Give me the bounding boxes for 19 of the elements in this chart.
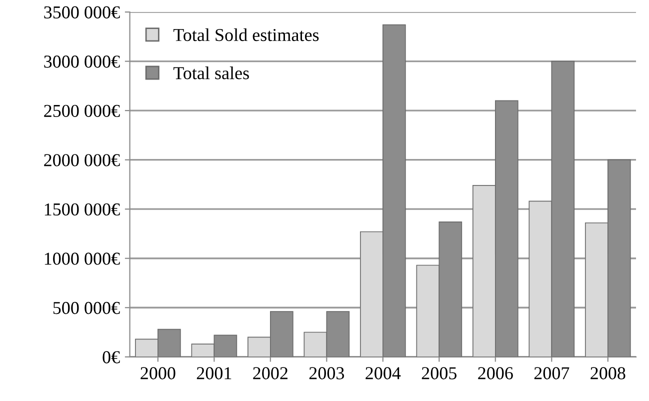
x-tick-label: 2001 <box>196 367 232 380</box>
y-tick-label: 2000 000€ <box>44 154 120 166</box>
y-tick-label: 3500 000€ <box>44 6 120 18</box>
legend-label: Total Sold estimates <box>173 28 319 42</box>
x-tick-label: 2000 <box>140 367 176 380</box>
y-tick-label: 1500 000€ <box>44 203 120 216</box>
x-tick-label: 2005 <box>422 367 457 380</box>
y-tick-label: 1000 000€ <box>44 252 120 265</box>
x-tick-label: 2002 <box>253 367 288 380</box>
y-tick-label: 500 000€ <box>53 302 120 314</box>
x-tick-label: 2004 <box>366 367 401 380</box>
y-tick-label: 2500 000€ <box>44 104 120 118</box>
x-tick-label: 2007 <box>534 367 570 380</box>
legend-label: Total sales <box>173 66 249 80</box>
y-tick-label: 0€ <box>102 351 120 364</box>
x-tick-label: 2006 <box>478 367 513 380</box>
x-tick-label: 2003 <box>309 367 344 380</box>
y-tick-label: 3000 000€ <box>44 56 120 68</box>
x-tick-label: 2008 <box>590 367 626 380</box>
